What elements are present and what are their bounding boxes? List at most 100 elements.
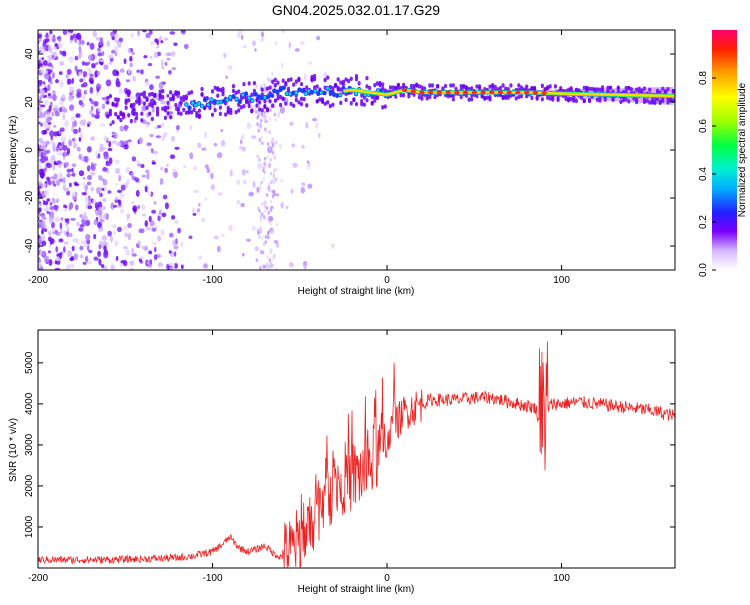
speckle-point bbox=[188, 235, 193, 240]
trace-point bbox=[585, 85, 589, 91]
speckle-point bbox=[50, 101, 53, 107]
speckle-point bbox=[259, 185, 262, 190]
speckle-point bbox=[93, 233, 97, 240]
speckle-point bbox=[265, 186, 269, 191]
speckle-point bbox=[127, 68, 131, 75]
speckle-point bbox=[168, 69, 172, 75]
speckle-point bbox=[110, 202, 114, 208]
speckle-point bbox=[252, 226, 256, 232]
trace-point bbox=[299, 96, 304, 102]
speckle-point bbox=[288, 41, 292, 49]
speckle-point bbox=[143, 55, 148, 59]
trace-peak bbox=[445, 90, 451, 95]
trace-point bbox=[367, 85, 372, 91]
speckle-point bbox=[264, 208, 267, 213]
speckle-point bbox=[43, 99, 50, 106]
speckle-point bbox=[144, 185, 148, 193]
trace-point bbox=[273, 98, 277, 103]
speckle-point bbox=[204, 164, 209, 169]
trace-point bbox=[297, 100, 301, 105]
speckle-point bbox=[155, 75, 161, 80]
speckle-point bbox=[43, 255, 50, 263]
speckle-point bbox=[38, 138, 43, 142]
trace-point bbox=[153, 93, 157, 99]
speckle-point bbox=[129, 62, 133, 68]
trace-point bbox=[197, 114, 202, 120]
speckle-point bbox=[236, 199, 241, 205]
trace-point bbox=[258, 100, 262, 105]
speckle-point bbox=[38, 110, 41, 117]
speckle-point bbox=[42, 113, 46, 118]
speckle-point bbox=[161, 134, 165, 142]
speckle-point bbox=[58, 71, 63, 76]
trace-point bbox=[331, 85, 335, 91]
snr-plot-area bbox=[38, 330, 675, 568]
speckle-point bbox=[181, 30, 186, 34]
speckle-point bbox=[63, 187, 70, 192]
trace-point bbox=[376, 88, 380, 93]
speckle-point bbox=[66, 168, 72, 173]
y-tick-label: 4000 bbox=[24, 392, 35, 415]
speckle-point bbox=[161, 212, 167, 218]
speckle-point bbox=[198, 203, 201, 207]
speckle-point bbox=[57, 41, 63, 49]
speckle-point bbox=[201, 147, 207, 151]
trace-point bbox=[281, 96, 285, 101]
speckle-point bbox=[157, 235, 162, 242]
speckle-point bbox=[158, 209, 162, 215]
speckle-point bbox=[270, 71, 274, 77]
speckle-point bbox=[257, 124, 261, 129]
speckle-point bbox=[229, 169, 233, 177]
speckle-point bbox=[79, 254, 84, 259]
speckle-point bbox=[228, 224, 233, 232]
speckle-point bbox=[72, 141, 78, 149]
speckle-point bbox=[70, 115, 77, 122]
trace-point bbox=[493, 84, 497, 90]
trace-point bbox=[451, 97, 455, 102]
speckle-point bbox=[103, 251, 109, 259]
speckle-point bbox=[280, 201, 285, 209]
speckle-point bbox=[65, 266, 71, 270]
trace-peak bbox=[419, 90, 425, 95]
speckle-point bbox=[274, 41, 278, 46]
speckle-point bbox=[139, 260, 143, 264]
speckle-point bbox=[87, 54, 94, 61]
trace-point bbox=[268, 99, 272, 104]
speckle-point bbox=[62, 204, 67, 209]
trace-point bbox=[587, 86, 592, 91]
speckle-point bbox=[42, 152, 47, 157]
speckle-point bbox=[169, 154, 176, 160]
speckle-point bbox=[48, 54, 53, 62]
speckle-point bbox=[301, 144, 305, 149]
speckle-point bbox=[210, 172, 214, 180]
speckle-point bbox=[42, 81, 46, 85]
trace-point bbox=[226, 110, 230, 115]
x-tick-label: 100 bbox=[553, 275, 570, 286]
trace-point bbox=[213, 85, 217, 91]
speckle-point bbox=[151, 227, 157, 232]
trace-point bbox=[582, 85, 586, 91]
speckle-point bbox=[164, 62, 168, 66]
speckle-point bbox=[164, 202, 169, 210]
speckle-point bbox=[68, 104, 75, 111]
speckle-point bbox=[131, 247, 135, 255]
speckle-point bbox=[58, 173, 64, 180]
speckle-point bbox=[51, 154, 56, 162]
trace-point bbox=[140, 111, 144, 116]
speckle-point bbox=[273, 253, 276, 258]
speckle-point bbox=[50, 139, 54, 145]
trace-point bbox=[451, 83, 455, 88]
speckle-point bbox=[97, 52, 103, 57]
speckle-point bbox=[38, 79, 43, 85]
trace-point bbox=[313, 85, 317, 90]
speckle-point bbox=[110, 264, 115, 270]
trace-point bbox=[354, 77, 359, 82]
speckle-point bbox=[118, 37, 124, 43]
trace-point bbox=[354, 101, 359, 107]
trace-point bbox=[271, 103, 275, 108]
speckle-point bbox=[123, 225, 128, 231]
speckle-point bbox=[96, 187, 101, 194]
speckle-point bbox=[70, 35, 74, 42]
speckle-point bbox=[311, 117, 318, 122]
trace-point bbox=[407, 94, 411, 99]
